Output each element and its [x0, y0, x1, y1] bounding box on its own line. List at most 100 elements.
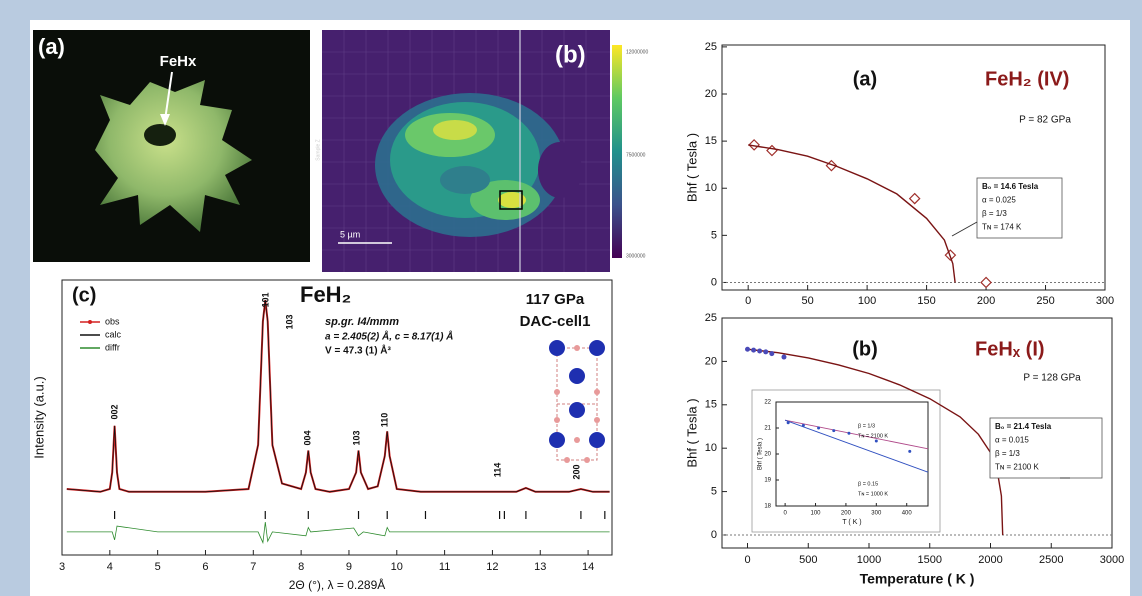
chart-title: FeHₓ (I): [975, 338, 1045, 360]
fit-box: [976, 177, 1063, 239]
y-tick-label: 10: [705, 182, 717, 194]
y-tick-label: 22: [764, 400, 771, 406]
x-tick-label: 250: [1036, 295, 1054, 307]
pressure-label: P = 82 GPa: [1019, 115, 1071, 126]
fit-box: [989, 417, 1103, 479]
x-tick-label: 12: [486, 561, 498, 573]
legend-label: calc: [105, 329, 122, 339]
x-axis-label: 2Θ (°), λ = 0.289Å: [289, 577, 386, 592]
y-tick-label: 25: [705, 312, 717, 324]
series-line: [784, 419, 929, 473]
panel-label: (b): [555, 41, 586, 68]
data-point: [908, 192, 921, 205]
annotation: sp.gr. I4/mmm: [325, 316, 399, 328]
peak-label: 200: [571, 464, 581, 479]
colorbar-label: 12000000: [626, 49, 648, 55]
chart-title: FeH₂: [300, 282, 351, 307]
peak-label: 110: [379, 413, 389, 428]
annotation: a = 2.405(2) Å, c = 8.17(1) Å: [325, 330, 453, 343]
peak-label: 004: [302, 430, 312, 445]
y-axis-label: Bhf ( Tesla ): [684, 133, 699, 202]
fit-param: α = 0.015: [995, 436, 1029, 445]
x-tick-label: 7: [250, 561, 256, 573]
y-tick-label: 0: [711, 529, 717, 541]
x-tick-label: 100: [811, 511, 822, 517]
x-tick-label: 10: [391, 561, 403, 573]
data-point: [874, 439, 878, 443]
data-point: [781, 354, 787, 360]
x-tick-label: 0: [744, 554, 750, 566]
x-tick-label: 300: [871, 511, 882, 517]
leader-line: [951, 221, 978, 237]
data-point: [801, 423, 805, 427]
data-point: [908, 449, 912, 453]
plot-frame: [721, 317, 1113, 549]
inset-annotation: β = 0.15: [858, 481, 878, 487]
x-tick-label: 300: [1096, 295, 1114, 307]
data-point: [832, 429, 836, 433]
x-tick-label: 9: [346, 561, 352, 573]
panel-label: (a): [38, 34, 65, 59]
x-tick-label: 200: [841, 511, 852, 517]
chart-title: FeH₂ (IV): [985, 68, 1069, 90]
legend-label: obs: [105, 316, 120, 326]
peak-label: 103: [284, 314, 294, 329]
colorbar-label: 3000000: [626, 253, 646, 259]
y-tick-label: 20: [705, 88, 717, 100]
plot-frame: [61, 279, 613, 556]
y-tick-label: 19: [764, 478, 771, 484]
x-tick-label: 3: [59, 561, 65, 573]
x-axis-label: Temperature ( K ): [860, 571, 975, 587]
inset-frame: [751, 389, 941, 533]
annotation: V = 47.3 (1) Å³: [325, 344, 392, 357]
y-tick-label: 10: [705, 442, 717, 454]
data-point: [847, 431, 851, 435]
data-point: [817, 426, 821, 430]
fit-param: Tɴ = 2100 K: [995, 463, 1039, 472]
series-line: [748, 144, 956, 283]
plot-frame: [721, 44, 1106, 291]
y-tick-label: 20: [764, 452, 771, 458]
annotation: DAC-cell1: [520, 313, 591, 330]
colorbar-label: 7500000: [626, 152, 646, 158]
arrow-label: FeHx: [160, 53, 197, 70]
x-tick-label: 13: [534, 561, 546, 573]
optical-image: (a) FeHx: [33, 30, 310, 262]
x-tick-label: 5: [155, 561, 161, 573]
peak-label: 114: [492, 463, 502, 478]
y-axis-label: Intensity (a.u.): [31, 376, 46, 458]
data-point: [786, 421, 790, 425]
peak-label: 002: [109, 404, 119, 419]
y-tick-label: 5: [711, 485, 717, 497]
y-tick-label: 0: [711, 276, 717, 288]
x-tick-label: 0: [745, 295, 751, 307]
data-point: [748, 139, 760, 151]
map-image: 5 µm Sample Z (b) 12000000 7500000 30000…: [315, 30, 648, 272]
fit-param: B₀ = 14.6 Tesla: [982, 182, 1039, 191]
x-tick-label: 3000: [1100, 554, 1124, 566]
x-axis-label: T ( K ): [842, 519, 861, 526]
annotation: 117 GPa: [526, 291, 585, 308]
scale-bar-label: 5 µm: [340, 229, 360, 239]
y-tick-label: 25: [705, 41, 717, 53]
peak-label: 101: [260, 292, 270, 307]
peak-label: 103: [351, 430, 361, 445]
x-tick-label: 8: [298, 561, 304, 573]
fit-param: α = 0.025: [982, 196, 1016, 205]
x-tick-label: 200: [977, 295, 995, 307]
x-tick-label: 2500: [1039, 554, 1063, 566]
y-axis-label: Bhf ( Tesla ): [684, 398, 699, 467]
data-point: [763, 349, 769, 355]
panel-label: (a): [853, 68, 877, 90]
x-tick-label: 6: [202, 561, 208, 573]
y-tick-label: 21: [764, 426, 771, 432]
series-line: [66, 300, 610, 493]
data-point: [980, 276, 992, 289]
y-tick-label: 15: [705, 399, 717, 411]
x-tick-label: 11: [439, 561, 450, 573]
y-tick-label: 20: [705, 355, 717, 367]
x-tick-label: 100: [858, 295, 876, 307]
fit-param: β = 1/3: [982, 209, 1007, 218]
